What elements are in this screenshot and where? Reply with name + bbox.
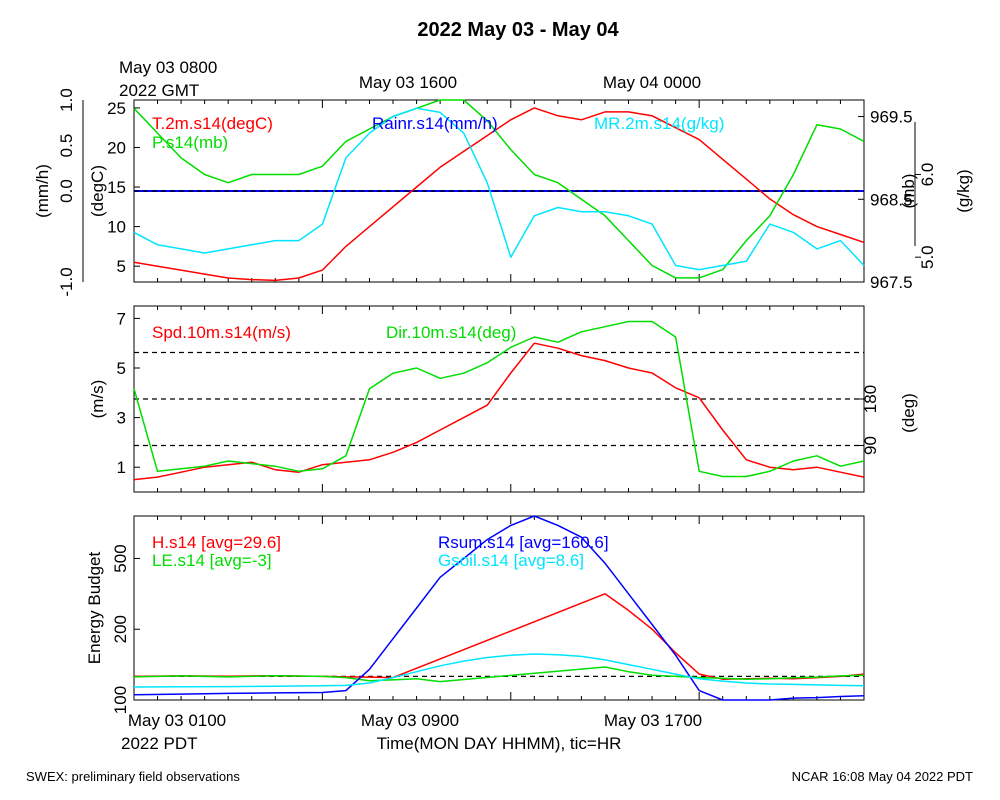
y-tick-label: 3 — [117, 409, 126, 428]
axis-label-degc: (degC) — [88, 165, 107, 217]
series-line-h — [133, 593, 865, 680]
footer-left: SWEX: preliminary field observations — [26, 769, 240, 784]
legend-net-radiation: Rsum.s14 [avg=160.6] — [438, 533, 609, 552]
series-line-p — [133, 99, 865, 279]
y-tick-label: 25 — [107, 99, 126, 118]
y-tick-label: 15 — [107, 178, 126, 197]
y-tick-label: 967.5 — [870, 273, 913, 292]
y-tick-label: 20 — [107, 139, 126, 158]
y-tick-label: 180 — [861, 385, 880, 413]
legend-wind-direction: Dir.10m.s14(deg) — [386, 323, 516, 342]
top-axis-label-1600: May 03 1600 — [359, 73, 457, 92]
axis-label-deg: (deg) — [899, 393, 918, 433]
bottom-axis-title: Time(MON DAY HHMM), tic=HR — [377, 734, 622, 753]
legend-soil-heat: Gsoil.s14 [avg=8.6] — [438, 551, 584, 570]
y-tick-label: 5.0 — [918, 245, 937, 269]
top-axis-corner-line1: May 03 0800 — [119, 58, 217, 77]
legend-mixing-ratio: MR.2m.s14(g/kg) — [594, 114, 724, 133]
y-tick-label: 5 — [117, 257, 126, 276]
series-line-t — [133, 107, 865, 282]
y-tick-label: 100 — [111, 686, 130, 714]
top-axis-label-0000: May 04 0000 — [603, 73, 701, 92]
bottom-axis-corner-line2: 2022 PDT — [121, 734, 198, 753]
y-tick-label: 6.0 — [918, 163, 937, 187]
legend-latent-heat: LE.s14 [avg=-3] — [152, 551, 272, 570]
legend-pressure: P.s14(mb) — [152, 133, 228, 152]
y-tick-label: 1.0 — [57, 88, 76, 112]
series-lines — [133, 99, 865, 701]
time-ticks — [133, 100, 865, 700]
chart-title: 2022 May 03 - May 04 — [417, 19, 619, 41]
series-line-mr — [133, 107, 865, 271]
series-line-le — [133, 666, 865, 683]
y-tick-label: 0.0 — [57, 179, 76, 203]
y-tick-label: 5 — [117, 359, 126, 378]
y-tick-label: 10 — [107, 218, 126, 237]
legend-wind-speed: Spd.10m.s14(m/s) — [152, 323, 291, 342]
axis-label-mb: (mb) — [899, 174, 918, 209]
bottom-axis-label-0100: May 03 0100 — [128, 711, 226, 730]
axis-label-energy-budget: Energy Budget — [85, 551, 104, 664]
y-tick-label: -1.0 — [57, 267, 76, 296]
bottom-axis-label-1700: May 03 1700 — [604, 711, 702, 730]
panel-3-frame — [133, 515, 865, 701]
series-line-dir — [133, 320, 865, 478]
y-tick-label: 968.5 — [870, 190, 913, 209]
legend-rain-rate: Rainr.s14(mm/h) — [372, 114, 498, 133]
series-line-gsoil — [133, 653, 865, 688]
legend-sensible-heat: H.s14 [avg=29.6] — [152, 533, 281, 552]
y-tick-label: 0.5 — [57, 134, 76, 158]
footer-right: NCAR 16:08 May 04 2022 PDT — [792, 769, 973, 784]
bottom-axis-label-0900: May 03 0900 — [361, 711, 459, 730]
y-tick-label: 1 — [117, 458, 126, 477]
series-line-spd — [133, 342, 865, 481]
y-tick-label: 500 — [111, 544, 130, 572]
axis-label-g-kg: (g/kg) — [954, 169, 973, 212]
series-line-rsum — [133, 515, 865, 701]
y-tick-label: 969.5 — [870, 108, 913, 127]
y-tick-label: 90 — [861, 436, 880, 455]
y-tick-label: 7 — [117, 309, 126, 328]
y-tick-labels: 1.00.50.0-1.0252015105969.5968.5967.56.0… — [57, 88, 937, 714]
y-tick-label: 200 — [111, 615, 130, 643]
legend-temperature: T.2m.s14(degC) — [152, 114, 273, 133]
axis-label-m-s: (m/s) — [88, 380, 107, 419]
axis-label-mm-h: (mm/h) — [33, 164, 52, 218]
top-axis-corner-line2: 2022 GMT — [119, 81, 199, 100]
reference-lines — [134, 190, 864, 678]
